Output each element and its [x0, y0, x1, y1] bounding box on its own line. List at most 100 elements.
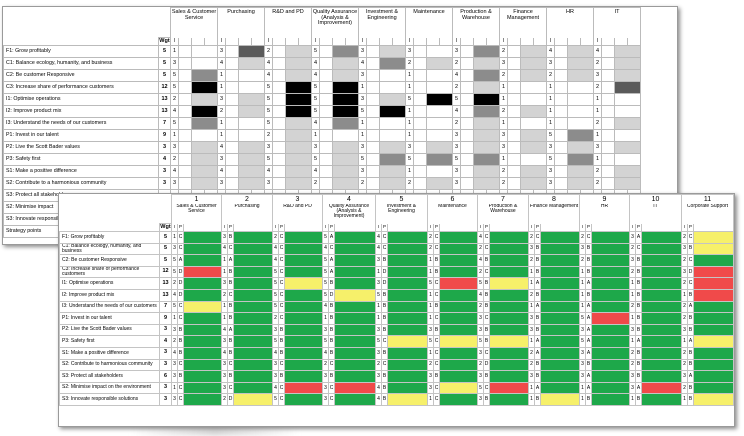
- score-shade: [191, 141, 218, 154]
- status-color-cell: [439, 312, 478, 325]
- status-color-cell: [489, 346, 529, 360]
- score-shade: [238, 57, 265, 70]
- score-shade: [332, 141, 359, 154]
- row-weight: 12: [158, 81, 171, 94]
- strategy-row-label: P2: Live the Scott Bader values: [59, 323, 160, 337]
- score-blank: [413, 105, 427, 118]
- status-color-cell: [334, 346, 376, 360]
- importance-marker: I: [405, 37, 414, 46]
- status-color-cell: [540, 335, 580, 348]
- score-value: 3: [311, 141, 320, 154]
- score-value: 4: [264, 165, 273, 178]
- score-blank: [319, 81, 333, 94]
- dept-number: 4: [322, 194, 376, 204]
- score-value: 2: [593, 57, 602, 70]
- score-shade: [473, 141, 500, 154]
- score-shade: [238, 165, 265, 178]
- status-color-cell: [591, 242, 630, 256]
- score-value: 2: [264, 129, 273, 142]
- score-blank: [601, 81, 615, 94]
- status-color-cell: [540, 393, 580, 406]
- score-shade: [520, 117, 547, 130]
- dept-name: HR: [579, 203, 630, 224]
- score-value: 5: [264, 81, 273, 94]
- row-weight: 13: [158, 105, 171, 118]
- dept-number: 10: [629, 194, 682, 204]
- status-color-cell: [284, 335, 323, 348]
- status-color-cell: [284, 393, 323, 406]
- score-value: 2: [546, 69, 555, 82]
- score-value: 2: [405, 177, 414, 190]
- header-blank: [160, 195, 172, 204]
- marker-blank: [366, 37, 380, 46]
- status-color-cell: [489, 288, 529, 302]
- score-value: 4: [311, 165, 320, 178]
- header-blank: [159, 8, 171, 38]
- dept-name: Purchasing: [221, 203, 273, 224]
- score-value: 5: [452, 93, 461, 106]
- status-color-cell: [439, 231, 478, 244]
- score-blank: [507, 165, 521, 178]
- strategy-row-label: I1: Optimise operations: [59, 277, 160, 290]
- front-matrix-table: 1 2 3 4 5 6 7 8 9 10 11 Sales & Customer Service Pur…: [59, 194, 734, 406]
- status-color-cell: [183, 300, 222, 314]
- score-blank: [413, 93, 427, 106]
- marker-blank: [533, 37, 547, 46]
- row-weight: 3: [159, 358, 172, 372]
- score-value: 1: [217, 69, 226, 82]
- status-color-cell: [489, 370, 529, 383]
- score-shade: [285, 81, 312, 94]
- marker-blank: [554, 37, 568, 46]
- score-blank: [507, 93, 521, 106]
- department-scorecard-sheet-front: 1 2 3 4 5 6 7 8 9 10 11 Sales & Customer Service Pur…: [58, 193, 735, 427]
- score-shade: [426, 141, 453, 154]
- marker-blank: [507, 37, 521, 46]
- score-shade: [332, 69, 359, 82]
- score-value: 4: [358, 57, 367, 70]
- score-value: 3: [170, 177, 179, 190]
- status-color-cell: [387, 288, 428, 302]
- score-blank: [601, 129, 615, 142]
- score-blank: [319, 69, 333, 82]
- score-value: 1: [405, 117, 414, 130]
- score-shade: [238, 117, 265, 130]
- score-value: 5: [311, 81, 320, 94]
- row-weight: 9: [159, 312, 172, 325]
- importance-marker: I: [499, 37, 508, 46]
- status-color-cell: [334, 277, 376, 290]
- score-shade: [285, 153, 312, 166]
- score-blank: [225, 177, 239, 190]
- score-shade: [614, 165, 641, 178]
- score-blank: [507, 81, 521, 94]
- score-blank: [601, 105, 615, 118]
- score-blank: [413, 57, 427, 70]
- score-shade: [614, 45, 641, 58]
- score-value: 1: [546, 81, 555, 94]
- marker-blank: [520, 37, 534, 46]
- score-shade: [238, 177, 265, 190]
- score-blank: [319, 165, 333, 178]
- header-blank: [60, 204, 160, 224]
- status-color-cell: [591, 231, 630, 244]
- marker-blank: [204, 37, 218, 46]
- score-shade: [238, 81, 265, 94]
- strategy-row-label: P3: Safety first: [59, 335, 160, 348]
- status-color-cell: [489, 242, 529, 256]
- status-color-cell: [641, 370, 682, 383]
- marker-blank: [486, 37, 500, 46]
- score-value: 1: [593, 93, 602, 106]
- score-value: 5: [405, 153, 414, 166]
- score-value: 5: [311, 93, 320, 106]
- status-color-cell: [489, 381, 529, 395]
- score-value: 2: [452, 81, 461, 94]
- dept-name: R&D and PD: [272, 203, 323, 224]
- score-value: 1: [405, 81, 414, 94]
- score-shade: [238, 141, 265, 154]
- score-value: 5: [311, 153, 320, 166]
- ip-blank: [233, 223, 273, 232]
- row-weight: 5: [158, 45, 171, 58]
- ip-blank: [591, 223, 630, 232]
- score-value: 1: [405, 69, 414, 82]
- score-shade: [426, 93, 453, 106]
- status-color-cell: [284, 323, 323, 337]
